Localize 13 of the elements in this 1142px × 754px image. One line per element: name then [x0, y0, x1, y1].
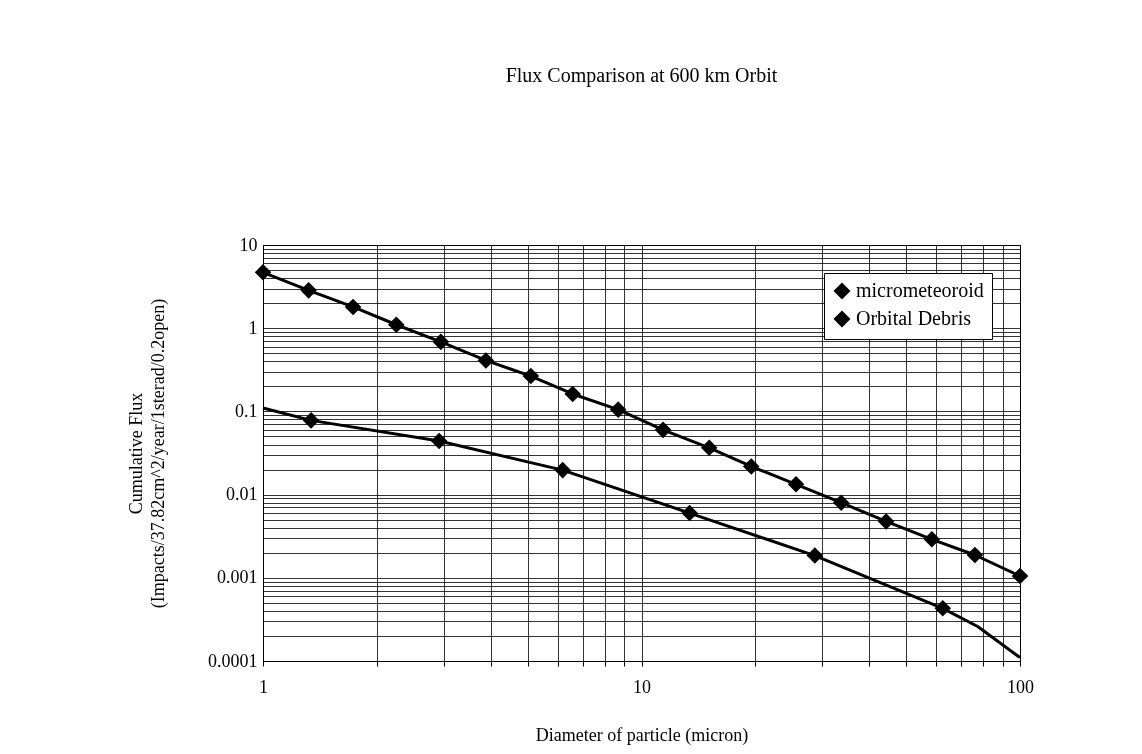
x-axis-title: Diameter of particle (micron) — [535, 724, 749, 746]
chart-title: Flux Comparison at 600 km Orbit — [505, 64, 778, 87]
legend-label: Orbital Debris — [856, 307, 972, 329]
y-tick-label: 0.01 — [226, 484, 258, 505]
y-tick-label: 1 — [248, 317, 258, 338]
y-tick-label: 0.1 — [235, 400, 258, 421]
y-tick-label: 0.0001 — [208, 650, 258, 671]
y-axis-title: Cumulative Flux (Impacts/37.82cm^2/year/1sterad/0.2open) — [126, 298, 169, 609]
x-tick-label: 100 — [1007, 676, 1034, 697]
legend-label: micrometeoroid — [856, 279, 984, 301]
x-tick-label: 10 — [633, 676, 651, 697]
y-tick-label: 10 — [239, 234, 258, 255]
y-tick-label: 0.001 — [217, 567, 258, 588]
